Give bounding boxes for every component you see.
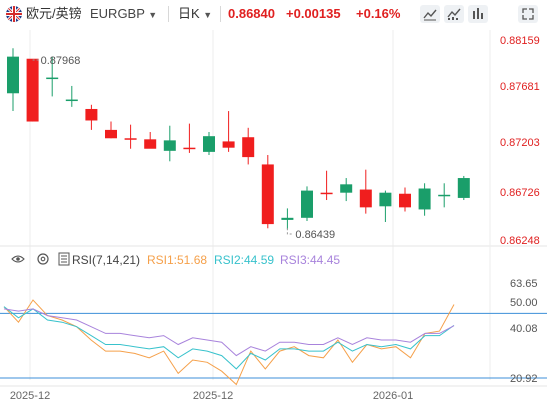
caret-down-icon: ▼ [203, 10, 213, 20]
bar-chart-icon [473, 8, 483, 19]
low-price-label: 0.86439 [295, 229, 335, 241]
rsi2-value: RSI2:44.59 [214, 253, 274, 267]
symbol-label: EURGBP [90, 6, 145, 21]
candle-body [65, 99, 78, 102]
rsi-axis: 63.65 50.00 40.08 20.92 [510, 278, 538, 385]
current-price: 0.86840 [228, 6, 275, 21]
rsi-line-rsi2 [3, 306, 455, 370]
price-change-percent: +0.16% [356, 6, 401, 21]
price-tick-label: 0.87203 [500, 137, 540, 149]
candle-body [124, 138, 137, 140]
rsi-series [3, 299, 455, 386]
pair-name: 欧元/英镑 [26, 6, 82, 21]
timeframe-selector[interactable]: 日K ▼ [178, 6, 212, 23]
chart-grid [0, 30, 547, 380]
candle-body [301, 190, 313, 218]
header-divider [168, 6, 169, 22]
candle-body [26, 58, 39, 122]
candle-body [105, 129, 117, 139]
rsi-tick-label: 40.08 [510, 323, 538, 335]
expand-icon [522, 8, 534, 20]
settings-icon[interactable] [37, 253, 49, 265]
candle-body [320, 192, 333, 195]
candle-body [203, 136, 215, 152]
header-divider [220, 6, 221, 22]
candle-body [359, 189, 372, 208]
candle-body [261, 164, 274, 225]
rsi-tick-label: 63.65 [510, 278, 538, 290]
time-tick-label: 2025-12 [10, 390, 50, 402]
fullscreen-button[interactable] [518, 5, 538, 23]
line-chart-icon [423, 9, 437, 21]
price-tick-label: 0.88159 [500, 35, 540, 47]
rsi-grid [0, 312, 547, 379]
candle-body [340, 184, 353, 193]
data-table-icon[interactable] [58, 252, 70, 266]
candle-body [242, 137, 255, 158]
candle-body [418, 188, 431, 210]
rsi-tick-label: 50.00 [510, 297, 538, 309]
candle-body [85, 108, 98, 121]
low-marker [286, 228, 294, 235]
candle-body [438, 194, 451, 197]
time-tick-label: 2025-12 [193, 390, 233, 402]
time-tick-label: 2026-01 [373, 390, 413, 402]
price-tick-label: 0.86248 [500, 235, 540, 247]
candle-body [163, 140, 176, 151]
bar-chart-button[interactable] [468, 5, 488, 23]
candle-body [457, 178, 470, 198]
candlestick-series [7, 48, 470, 230]
price-axis: 0.88159 0.87681 0.87203 0.86726 0.86248 [500, 35, 540, 247]
rsi-tick-label: 20.92 [510, 373, 538, 385]
price-change: +0.00135 [286, 6, 341, 21]
time-axis: 2025-12 2025-12 2026-01 [0, 385, 547, 402]
rsi1-value: RSI1:51.68 [147, 253, 207, 267]
rsi3-value: RSI3:44.45 [280, 253, 340, 267]
price-tick-label: 0.87681 [500, 81, 540, 93]
indicator-icon [447, 8, 461, 20]
line-chart-button[interactable] [420, 5, 440, 23]
symbol-selector[interactable]: EURGBP ▼ [90, 6, 157, 23]
candle-body [46, 77, 59, 80]
candle-body [222, 141, 235, 148]
rsi-legend: RSI(7,14,21) RSI1:51.68 RSI2:44.59 RSI3:… [11, 252, 340, 267]
candle-body [144, 139, 157, 149]
eye-icon[interactable] [11, 255, 25, 263]
rsi-line-rsi3 [3, 308, 455, 357]
candle-body [399, 193, 411, 208]
price-tick-label: 0.86726 [500, 187, 540, 199]
caret-down-icon: ▼ [148, 10, 158, 20]
candle-body [379, 192, 392, 207]
indicators-button[interactable] [444, 5, 464, 23]
timeframe-label: 日K [178, 6, 200, 21]
candle-body [183, 147, 196, 150]
rsi-line-rsi1 [3, 299, 455, 386]
candle-body [7, 56, 19, 94]
rsi-indicator-label: RSI(7,14,21) [72, 253, 140, 267]
high-price-label: 0.87968 [41, 55, 81, 67]
candle-body [281, 217, 294, 220]
chart-header: 欧元/英镑 EURGBP ▼ 日K ▼ 0.86840 +0.00135 +0.… [0, 0, 547, 28]
price-annotations: 0.87968 0.86439 [32, 55, 335, 241]
